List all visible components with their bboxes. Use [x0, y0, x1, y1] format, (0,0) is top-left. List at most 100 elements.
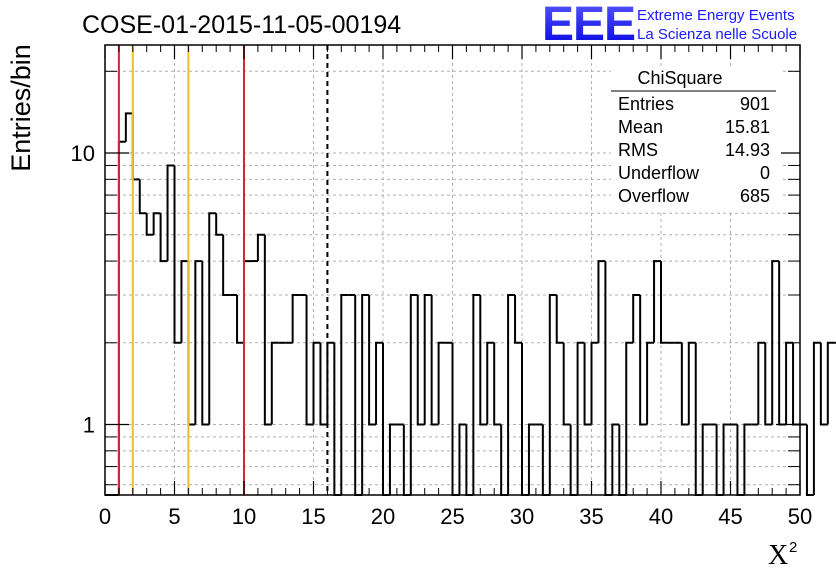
- stats-box-background: [611, 68, 781, 210]
- histogram-bin: [430, 294, 439, 426]
- histogram-bin: [527, 423, 536, 495]
- histogram-bin: [382, 342, 390, 496]
- histogram-bin: [124, 112, 133, 142]
- histogram-bin: [326, 341, 335, 425]
- histogram-bin: [180, 260, 189, 343]
- histogram-bin: [701, 423, 710, 495]
- histogram-bin: [722, 423, 731, 495]
- y-tick-label: 10: [71, 141, 95, 166]
- histogram-bin: [437, 341, 446, 425]
- x-tick-label: 0: [99, 504, 111, 529]
- y-tick-label: 1: [83, 413, 95, 438]
- histogram-bin: [138, 179, 147, 215]
- histogram-bin: [611, 423, 620, 495]
- histogram-bin: [208, 212, 217, 425]
- histogram-bin: [639, 294, 648, 426]
- histogram-bin: [771, 260, 780, 425]
- histogram-bin: [159, 213, 168, 263]
- histogram-bin: [555, 294, 564, 344]
- eee-logo-letters: EEE: [542, 0, 635, 51]
- stats-row-value: 685: [740, 186, 770, 206]
- stats-row-value: 14.93: [725, 140, 770, 160]
- eee-logo-line2: La Scienza nelle Scuole: [637, 26, 797, 43]
- histogram-bin: [409, 293, 418, 495]
- histogram-bin: [792, 342, 800, 426]
- histogram-bin: [479, 294, 488, 426]
- grid-lines: [105, 45, 800, 495]
- histogram-bin: [243, 260, 251, 343]
- histogram-bin: [493, 342, 502, 426]
- stats-row-value: 15.81: [725, 117, 770, 137]
- histogram-bin: [653, 260, 661, 343]
- stats-row-label: Mean: [618, 117, 663, 137]
- histogram-bin: [590, 341, 599, 425]
- histogram-bin: [625, 341, 634, 495]
- histogram-bin: [340, 293, 349, 495]
- histogram-bin: [375, 341, 383, 425]
- histogram-bin: [361, 293, 370, 495]
- histogram-bin: [507, 293, 516, 495]
- histogram-bin: [757, 341, 766, 425]
- x-axis-label-superscript: 2: [789, 539, 797, 556]
- histogram-bin: [472, 293, 481, 495]
- x-axis-label-main: X: [768, 540, 788, 571]
- chart-title: COSE-01-2015-11-05-00194: [82, 11, 401, 39]
- x-tick-label: 40: [649, 504, 673, 529]
- histogram-bin: [819, 342, 828, 426]
- eee-logo-line1: Extreme Energy Events: [637, 7, 795, 24]
- x-tick-label: 25: [440, 504, 464, 529]
- stats-row-value: 0: [760, 163, 770, 183]
- histogram-bin: [354, 294, 363, 496]
- stats-row-value: 901: [740, 94, 770, 114]
- histogram-bin: [687, 341, 696, 425]
- y-axis-label: Entries/bin: [6, 44, 36, 172]
- histogram-bin: [743, 423, 752, 495]
- histogram-bin: [646, 341, 655, 425]
- histogram-bin: [604, 261, 613, 496]
- histogram-bin: [368, 294, 377, 426]
- histogram-bin: [152, 212, 161, 235]
- histogram-bin: [173, 165, 182, 344]
- x-tick-label: 35: [579, 504, 603, 529]
- x-axis-label: X 2: [768, 539, 797, 571]
- histogram-bin: [597, 260, 606, 343]
- histogram-bin: [305, 294, 314, 426]
- x-tick-label: 20: [371, 504, 395, 529]
- histogram-bin: [222, 234, 231, 296]
- histogram-bin: [632, 293, 641, 343]
- histogram-bin: [785, 341, 794, 425]
- histogram-bin: [416, 294, 425, 426]
- histogram-bin: [576, 341, 585, 495]
- histogram-bin: [312, 341, 321, 425]
- histogram-bin: [333, 342, 342, 496]
- histogram-bin: [215, 213, 224, 236]
- x-tick-label: 45: [718, 504, 742, 529]
- x-tick-label: 50: [788, 504, 812, 529]
- histogram-bin: [319, 342, 328, 426]
- x-tick-label: 5: [168, 504, 180, 529]
- histogram-bin: [660, 261, 668, 344]
- histogram-bin: [166, 164, 175, 262]
- histogram-bin: [458, 423, 467, 495]
- histogram-bin: [764, 342, 773, 426]
- histogram-bin: [486, 341, 495, 425]
- x-tick-label: 15: [301, 504, 325, 529]
- histogram-bin: [388, 423, 397, 495]
- stats-row-label: Entries: [618, 94, 674, 114]
- histogram-bin: [270, 341, 279, 425]
- histogram-bin: [423, 293, 432, 425]
- histogram-bin: [194, 260, 203, 425]
- x-tick-label: 10: [232, 504, 256, 529]
- stats-box: ChiSquare Entries 901 Mean 15.81 RMS 14.93 Und…: [611, 68, 781, 210]
- stats-row-label: Underflow: [618, 163, 700, 183]
- stats-row-label: Overflow: [618, 186, 690, 206]
- histogram-bin: [562, 342, 571, 426]
- histogram-bin: [291, 293, 300, 343]
- histogram-bin: [145, 213, 154, 236]
- histogram-bin: [236, 294, 244, 344]
- axis-ticks: 0 5 10 15 20 25 30 35 40 45 50 1 10: [71, 45, 812, 529]
- histogram-bin: [583, 342, 592, 426]
- histogram-bin: [451, 342, 460, 496]
- x-tick-label: 30: [510, 504, 534, 529]
